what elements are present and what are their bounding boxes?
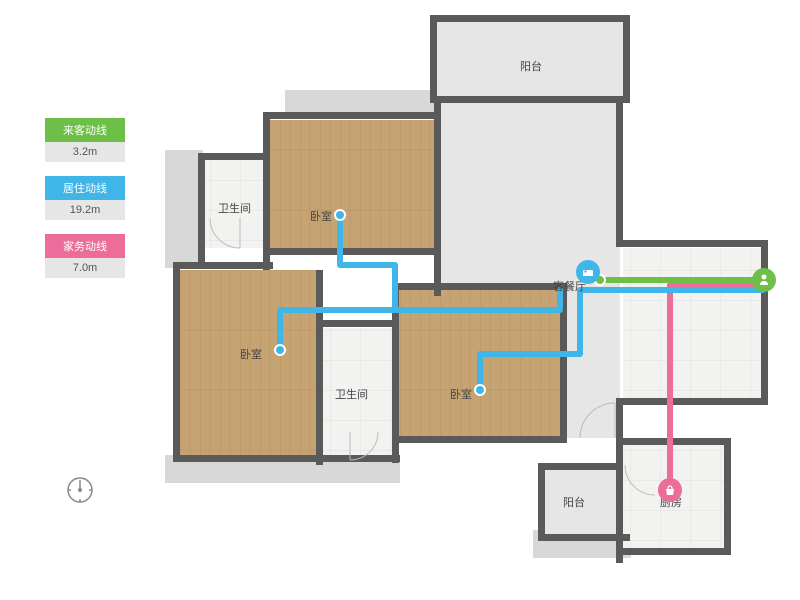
bed-icon	[576, 260, 600, 284]
label-bedroom-3: 卧室	[450, 386, 472, 402]
floorplan-canvas: 来客动线 3.2m 居住动线 19.2m 家务动线 7.0m	[0, 0, 800, 600]
label-balcony-top: 阳台	[520, 58, 542, 74]
label-bathroom-1: 卫生间	[218, 200, 251, 216]
label-balcony-bottom: 阳台	[563, 494, 585, 510]
person-icon	[752, 268, 776, 292]
basket-icon	[658, 478, 682, 502]
label-bedroom-1: 卧室	[310, 208, 332, 224]
label-bathroom-2: 卫生间	[335, 386, 368, 402]
label-bedroom-2: 卧室	[240, 346, 262, 362]
floorplan-svg	[0, 0, 800, 600]
